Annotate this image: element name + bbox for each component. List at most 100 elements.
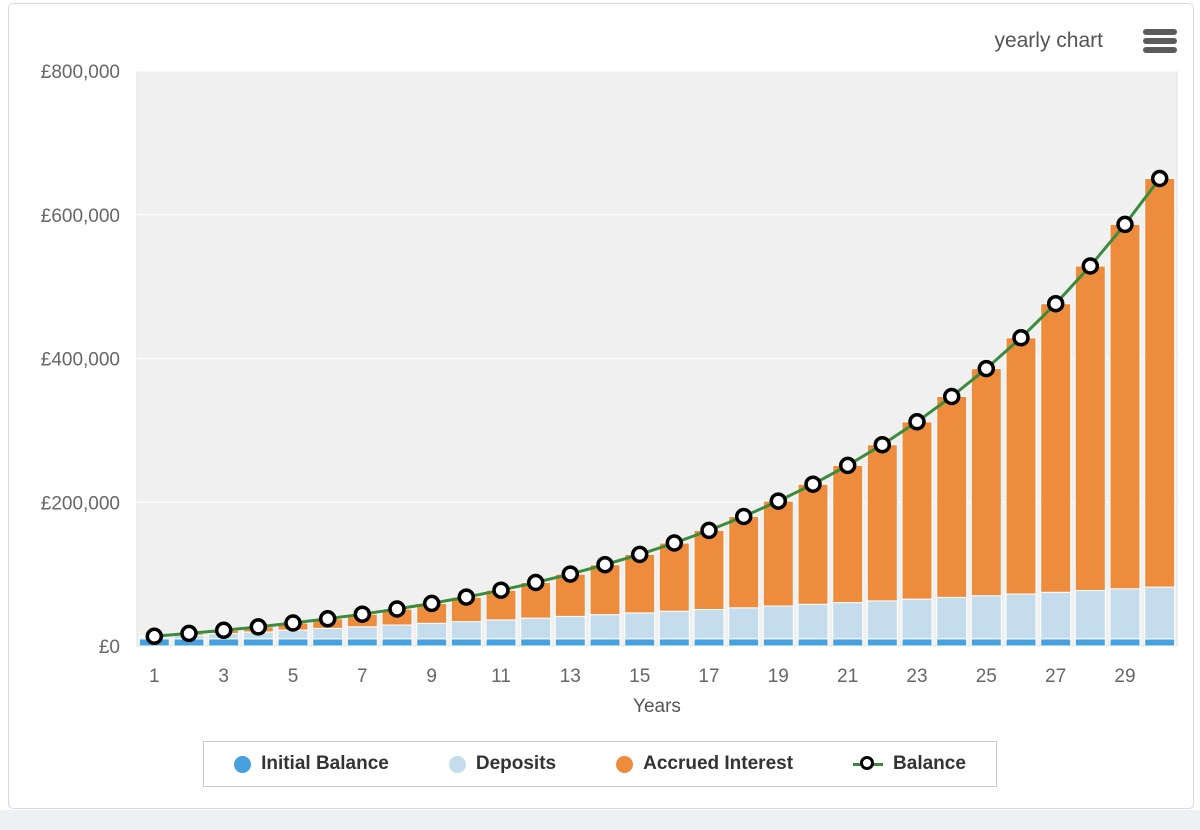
balance-marker[interactable]: [526, 573, 545, 592]
balance-marker[interactable]: [1046, 294, 1065, 313]
balance-marker[interactable]: [700, 521, 718, 540]
balance-marker[interactable]: [492, 581, 510, 599]
bar-segment[interactable]: [346, 638, 378, 647]
balance-marker[interactable]: [284, 614, 302, 632]
bar-segment[interactable]: [1005, 638, 1037, 647]
bar-segment[interactable]: [866, 638, 898, 647]
bar-segment[interactable]: [346, 626, 378, 640]
balance-marker[interactable]: [769, 492, 788, 510]
balance-marker[interactable]: [977, 359, 996, 378]
bar-segment[interactable]: [1074, 590, 1106, 640]
bar-segment[interactable]: [1040, 591, 1072, 640]
bar-segment[interactable]: [762, 605, 794, 640]
bar-segment[interactable]: [762, 638, 794, 647]
bar-segment[interactable]: [312, 638, 344, 647]
bar-segment[interactable]: [936, 396, 968, 598]
balance-marker[interactable]: [318, 610, 337, 628]
legend-item-initial-balance[interactable]: Initial Balance: [234, 753, 389, 775]
bar-segment[interactable]: [797, 483, 829, 605]
bar-segment[interactable]: [520, 617, 552, 640]
balance-marker[interactable]: [422, 594, 441, 613]
bar-segment[interactable]: [901, 598, 933, 640]
balance-marker[interactable]: [214, 621, 233, 640]
balance-marker[interactable]: [804, 475, 822, 493]
bar-segment[interactable]: [1109, 588, 1141, 640]
legend-item-accrued-interest[interactable]: Accrued Interest: [616, 753, 793, 775]
bar-segment[interactable]: [658, 638, 690, 647]
bar-segment[interactable]: [901, 638, 933, 647]
balance-marker[interactable]: [734, 507, 753, 526]
bar-segment[interactable]: [693, 609, 725, 640]
balance-marker[interactable]: [1081, 257, 1100, 275]
bar-segment[interactable]: [485, 638, 517, 647]
bar-segment[interactable]: [1109, 223, 1141, 590]
bar-segment[interactable]: [658, 542, 690, 612]
bar-segment[interactable]: [1005, 593, 1037, 640]
bar-segment[interactable]: [936, 596, 968, 640]
bar-segment[interactable]: [866, 600, 898, 640]
balance-marker[interactable]: [145, 627, 164, 646]
bar-segment[interactable]: [312, 628, 344, 640]
bar-segment[interactable]: [832, 464, 864, 604]
balance-marker[interactable]: [1012, 329, 1030, 347]
bar-segment[interactable]: [1074, 265, 1106, 591]
bar-segment[interactable]: [242, 638, 274, 647]
legend-item-balance[interactable]: Balance: [853, 753, 966, 775]
bar-segment[interactable]: [520, 638, 552, 647]
bar-segment[interactable]: [797, 603, 829, 640]
bar-segment[interactable]: [624, 553, 656, 614]
balance-marker[interactable]: [838, 456, 857, 475]
bar-segment[interactable]: [554, 638, 586, 647]
bar-segment[interactable]: [450, 638, 482, 647]
bar-segment[interactable]: [624, 638, 656, 647]
bar-segment[interactable]: [1040, 303, 1072, 593]
chart-menu-button[interactable]: [1143, 29, 1177, 53]
bar-segment[interactable]: [1005, 337, 1037, 595]
bar-segment[interactable]: [970, 368, 1002, 597]
bar-segment[interactable]: [589, 614, 621, 640]
bar-segment[interactable]: [901, 421, 933, 600]
bar-segment[interactable]: [658, 610, 690, 640]
balance-marker[interactable]: [1116, 215, 1134, 234]
balance-marker[interactable]: [665, 534, 684, 552]
bar-segment[interactable]: [797, 638, 829, 647]
bar-segment[interactable]: [832, 602, 864, 640]
bar-segment[interactable]: [936, 638, 968, 647]
balance-marker[interactable]: [630, 545, 649, 564]
bar-segment[interactable]: [728, 516, 760, 609]
bar-segment[interactable]: [1074, 638, 1106, 647]
bar-segment[interactable]: [1109, 638, 1141, 647]
bar-segment[interactable]: [1144, 178, 1176, 588]
bar-segment[interactable]: [624, 612, 656, 640]
bar-segment[interactable]: [1144, 586, 1176, 640]
bar-segment[interactable]: [1144, 638, 1176, 647]
bar-segment[interactable]: [832, 638, 864, 647]
bar-segment[interactable]: [728, 607, 760, 640]
balance-marker[interactable]: [908, 413, 926, 431]
balance-marker[interactable]: [561, 565, 580, 583]
bar-segment[interactable]: [970, 595, 1002, 640]
balance-marker[interactable]: [596, 555, 614, 574]
balance-marker[interactable]: [873, 435, 892, 454]
balance-marker[interactable]: [1150, 169, 1169, 188]
bar-segment[interactable]: [693, 638, 725, 647]
bar-segment[interactable]: [208, 638, 240, 647]
balance-marker[interactable]: [942, 387, 961, 406]
bar-segment[interactable]: [554, 615, 586, 640]
balance-marker[interactable]: [249, 618, 268, 636]
bar-segment[interactable]: [381, 638, 413, 647]
balance-marker[interactable]: [457, 588, 476, 606]
bar-segment[interactable]: [416, 638, 448, 647]
bar-segment[interactable]: [970, 638, 1002, 647]
bar-segment[interactable]: [450, 621, 482, 640]
bar-segment[interactable]: [728, 638, 760, 647]
balance-marker[interactable]: [388, 600, 406, 618]
bar-segment[interactable]: [1040, 638, 1072, 647]
bar-segment[interactable]: [866, 444, 898, 602]
bar-segment[interactable]: [381, 624, 413, 640]
bar-segment[interactable]: [277, 638, 309, 647]
balance-marker[interactable]: [180, 624, 198, 643]
legend-item-deposits[interactable]: Deposits: [448, 753, 556, 775]
bar-segment[interactable]: [589, 638, 621, 647]
bar-segment[interactable]: [416, 622, 448, 640]
